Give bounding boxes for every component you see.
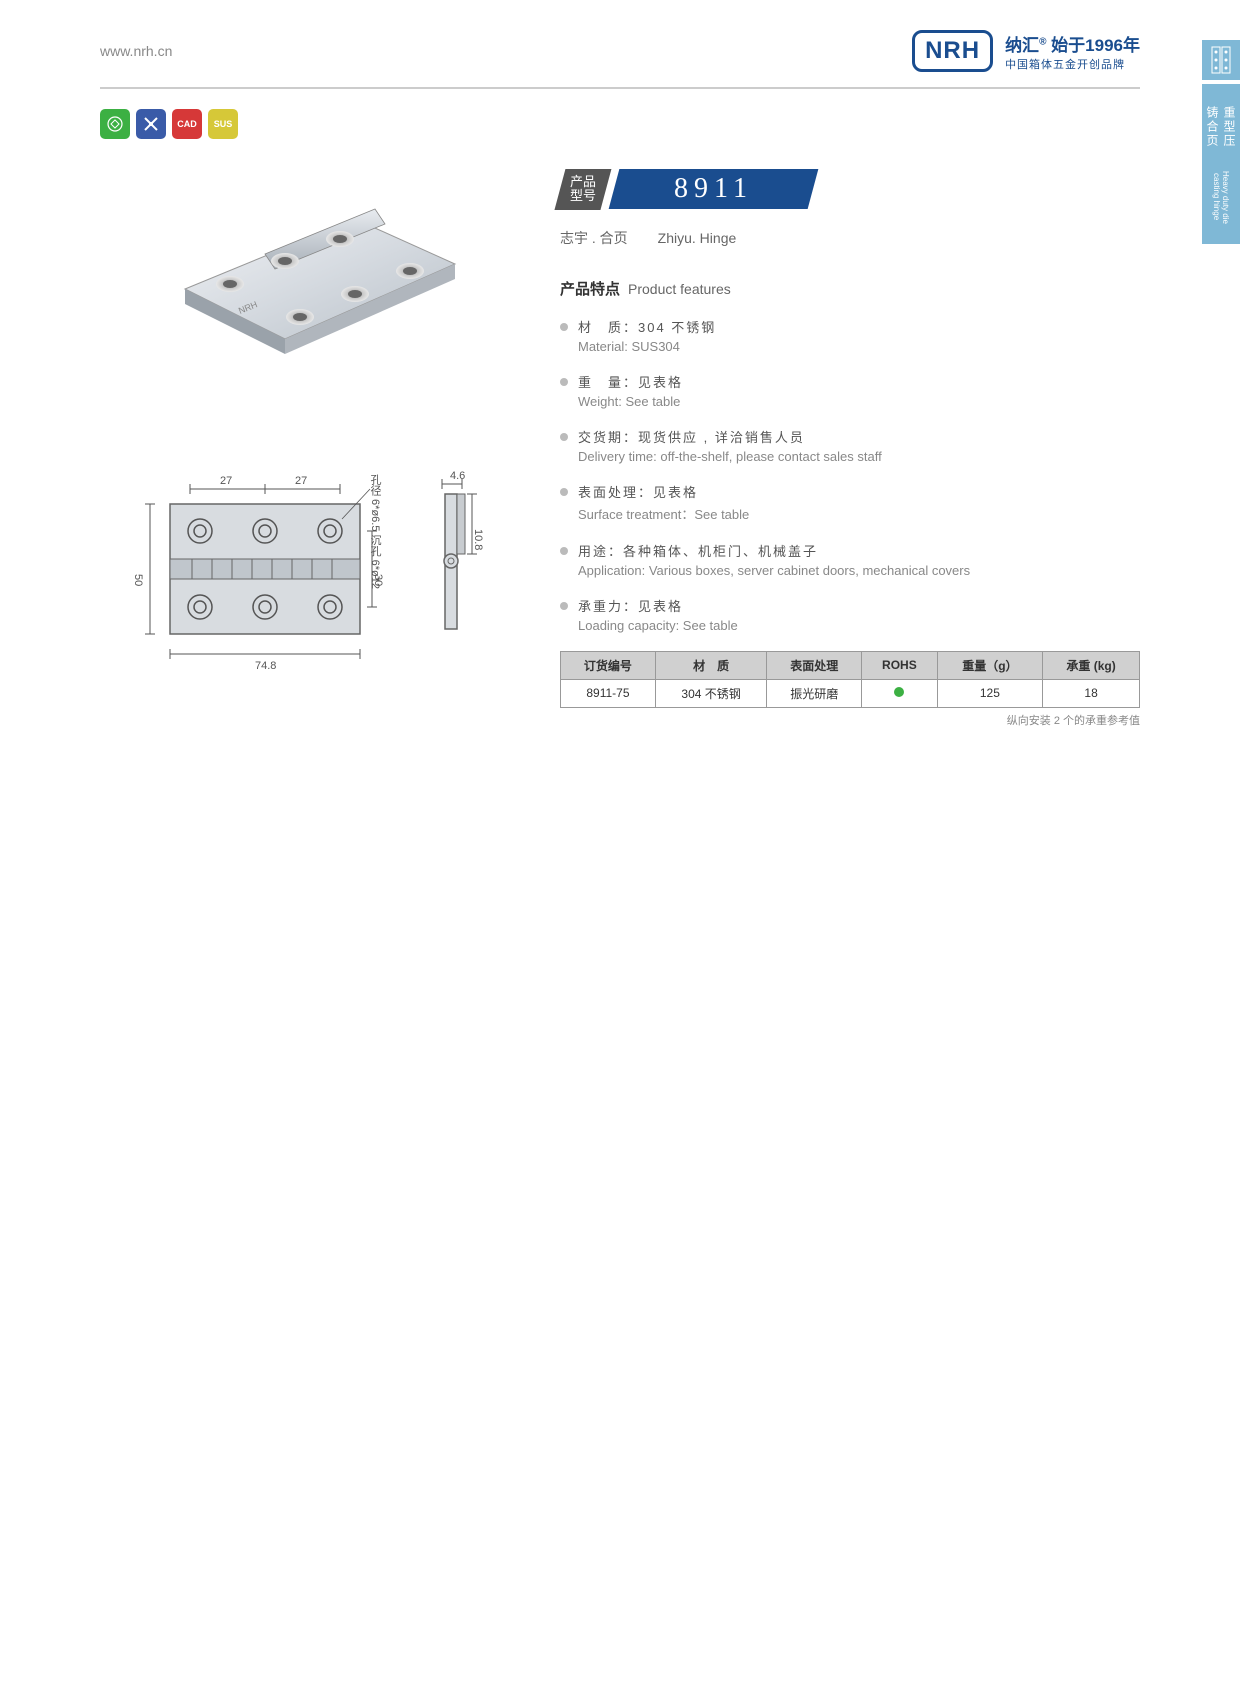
table-cell: 125 xyxy=(937,679,1043,707)
brand-block: NRH 纳汇® 始于1996年 中国箱体五金开创品牌 xyxy=(912,30,1140,72)
product-subtitle: 志宇 . 合页Zhiyu. Hinge xyxy=(560,228,1140,248)
brand-name-cn: 纳汇® 始于1996年 xyxy=(1005,31,1140,56)
badge-cad: CAD xyxy=(172,109,202,139)
table-cell: 304 不锈钢 xyxy=(655,679,766,707)
svg-text:10.8: 10.8 xyxy=(472,529,484,550)
rohs-dot xyxy=(894,687,904,697)
table-header: 材 质 xyxy=(655,651,766,679)
tab-text-cn: 重型压铸合页 xyxy=(1204,94,1238,160)
svg-text:27: 27 xyxy=(220,475,232,487)
spec-table: 订货编号材 质表面处理ROHS重量（g）承重 (kg) 8911-75304 不… xyxy=(560,651,1140,708)
model-row: 产品 型号 8911 xyxy=(560,169,1140,210)
svg-text:50: 50 xyxy=(132,574,144,586)
model-label: 产品 型号 xyxy=(555,169,612,210)
svg-text:27: 27 xyxy=(295,475,307,487)
right-column: 产品 型号 8911 志宇 . 合页Zhiyu. Hinge 产品特点Produ… xyxy=(560,169,1140,728)
svg-text:74.8: 74.8 xyxy=(255,660,276,672)
feature-item: 重 量：见表格Weight: See table xyxy=(560,372,1140,409)
table-header: 承重 (kg) xyxy=(1043,651,1140,679)
badge-row: CAD SUS xyxy=(100,109,1240,139)
table-header: 订货编号 xyxy=(561,651,656,679)
tab-text-en: Heavy duty die casting hinge xyxy=(1212,160,1230,234)
feature-item: 交货期：现货供应 , 详洽销售人员Delivery time: off-the-… xyxy=(560,427,1140,464)
table-cell xyxy=(862,679,937,707)
table-footnote: 纵向安装 2 个的承重参考值 xyxy=(560,712,1140,728)
badge-1 xyxy=(100,109,130,139)
tab-category: 重型压铸合页 Heavy duty die casting hinge xyxy=(1202,84,1240,244)
table-header: 重量（g） xyxy=(937,651,1043,679)
technical-drawing: 27 27 孔径 6*ø6.5 沉孔 6*ø12 50 xyxy=(100,459,520,679)
tab-icon xyxy=(1202,40,1240,80)
table-header: ROHS xyxy=(862,651,937,679)
brand-tagline: 中国箱体五金开创品牌 xyxy=(1005,56,1140,72)
header-divider xyxy=(100,87,1140,89)
svg-text:30: 30 xyxy=(372,574,384,586)
table-cell: 18 xyxy=(1043,679,1140,707)
feature-item: 材 质：304 不锈钢Material: SUS304 xyxy=(560,317,1140,354)
features-heading: 产品特点Product features xyxy=(560,278,1140,299)
table-cell: 8911-75 xyxy=(561,679,656,707)
table-row: 8911-75304 不锈钢振光研磨 12518 xyxy=(561,679,1140,707)
left-column: NRH 27 27 孔径 6*ø6.5 沉孔 6*ø12 xyxy=(100,169,520,728)
side-tabs: 重型压铸合页 Heavy duty die casting hinge xyxy=(1202,40,1240,248)
product-render: NRH xyxy=(125,169,495,429)
svg-text:4.6: 4.6 xyxy=(450,470,465,482)
feature-item: 承重力：见表格Loading capacity: See table xyxy=(560,596,1140,633)
feature-item: 表面处理：见表格Surface treatment：See table xyxy=(560,482,1140,523)
logo: NRH xyxy=(912,30,993,72)
website-url: www.nrh.cn xyxy=(100,43,172,59)
table-header: 表面处理 xyxy=(767,651,862,679)
table-cell: 振光研磨 xyxy=(767,679,862,707)
feature-item: 用途：各种箱体、机柜门、机械盖子Application: Various box… xyxy=(560,541,1140,578)
badge-sus: SUS xyxy=(208,109,238,139)
badge-2 xyxy=(136,109,166,139)
model-number: 8911 xyxy=(609,169,819,209)
